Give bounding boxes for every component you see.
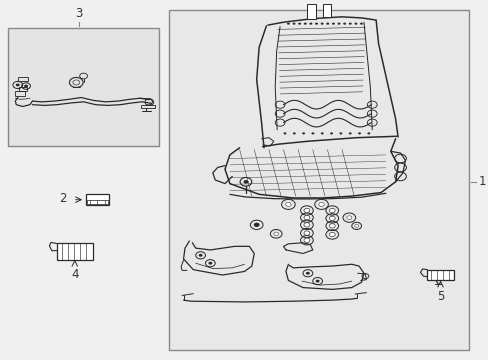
Circle shape <box>208 262 212 265</box>
Bar <box>427 270 453 280</box>
Bar <box>87 200 108 204</box>
Text: 4: 4 <box>71 268 79 281</box>
Circle shape <box>348 23 351 25</box>
Circle shape <box>318 202 324 206</box>
Circle shape <box>304 238 309 242</box>
Circle shape <box>337 23 340 25</box>
Bar <box>306 4 315 19</box>
Circle shape <box>304 216 309 220</box>
Circle shape <box>348 132 351 134</box>
Circle shape <box>329 224 334 228</box>
Bar <box>57 243 93 260</box>
Circle shape <box>285 202 290 206</box>
Circle shape <box>305 272 309 275</box>
Circle shape <box>320 132 323 134</box>
Circle shape <box>16 84 20 86</box>
Circle shape <box>198 254 202 257</box>
Circle shape <box>253 223 259 227</box>
Circle shape <box>346 216 351 220</box>
Circle shape <box>357 132 360 134</box>
Circle shape <box>304 223 309 227</box>
Text: 3: 3 <box>75 8 82 21</box>
Circle shape <box>303 23 306 25</box>
Circle shape <box>329 208 334 213</box>
Circle shape <box>283 132 286 134</box>
Circle shape <box>298 23 301 25</box>
Circle shape <box>302 132 305 134</box>
Circle shape <box>325 23 328 25</box>
Text: 2: 2 <box>59 192 66 205</box>
Text: 5: 5 <box>436 291 443 303</box>
Circle shape <box>314 23 317 25</box>
Circle shape <box>292 132 295 134</box>
Circle shape <box>359 23 362 25</box>
Bar <box>15 91 25 96</box>
Bar <box>18 77 28 81</box>
Circle shape <box>311 132 314 134</box>
Circle shape <box>366 132 369 134</box>
Circle shape <box>304 231 309 235</box>
Circle shape <box>24 85 28 87</box>
Circle shape <box>243 180 248 184</box>
Circle shape <box>329 132 332 134</box>
Bar <box>322 4 330 17</box>
Bar <box>8 28 159 146</box>
Circle shape <box>354 23 357 25</box>
Circle shape <box>315 280 319 283</box>
Circle shape <box>329 216 334 221</box>
Circle shape <box>273 232 278 235</box>
Circle shape <box>331 23 334 25</box>
Bar <box>19 87 26 91</box>
Circle shape <box>354 225 358 227</box>
Text: 1: 1 <box>478 175 485 188</box>
Bar <box>86 194 109 205</box>
Circle shape <box>343 23 346 25</box>
Circle shape <box>292 23 295 25</box>
Bar <box>141 105 155 108</box>
Circle shape <box>304 208 309 213</box>
Circle shape <box>286 23 289 25</box>
Circle shape <box>320 23 323 25</box>
Circle shape <box>339 132 342 134</box>
Circle shape <box>309 23 312 25</box>
Bar <box>168 10 468 350</box>
Circle shape <box>329 232 334 237</box>
